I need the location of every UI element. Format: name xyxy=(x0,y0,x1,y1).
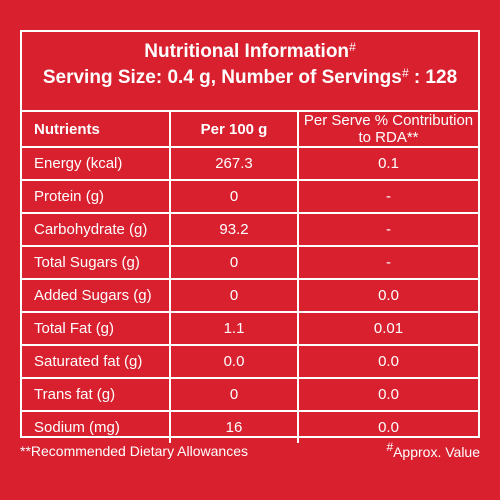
rda-value: 0.0 xyxy=(298,279,478,313)
table-row: Sodium (mg) 16 0.0 xyxy=(22,411,478,443)
nutrient-name: Carbohydrate (g) xyxy=(22,213,171,247)
column-header-rda: Per Serve % Contribution to RDA** xyxy=(298,112,478,148)
table-row: Protein (g) 0 - xyxy=(22,180,478,214)
table-row: Carbohydrate (g) 93.2 - xyxy=(22,213,478,247)
per-100g-value: 93.2 xyxy=(170,213,299,247)
column-header-per-100g: Per 100 g xyxy=(170,112,299,148)
per-100g-value: 0 xyxy=(170,246,299,280)
table-row: Total Fat (g) 1.1 0.01 xyxy=(22,312,478,346)
approx-footnote: #Approx. Value xyxy=(386,440,480,460)
per-100g-value: 16 xyxy=(170,411,299,443)
table-row: Added Sugars (g) 0 0.0 xyxy=(22,279,478,313)
rda-value: 0.0 xyxy=(298,378,478,412)
approx-mark: # xyxy=(386,440,394,454)
nutrient-name: Trans fat (g) xyxy=(22,378,171,412)
per-100g-value: 0 xyxy=(170,279,299,313)
serving-mark: # xyxy=(401,66,409,80)
nutrient-name: Total Fat (g) xyxy=(22,312,171,346)
nutrition-title: Nutritional Information# xyxy=(22,40,478,63)
rda-value: 0.0 xyxy=(378,419,399,436)
approx-text: Approx. Value xyxy=(393,444,480,460)
serving-suffix: : 128 xyxy=(408,67,458,88)
nutrition-table: Nutrients Per 100 g Per Serve % Contribu… xyxy=(22,112,478,443)
nutrient-name: Added Sugars (g) xyxy=(22,279,171,313)
per-100g-value: 267.3 xyxy=(170,147,299,181)
nutrient-name: Protein (g) xyxy=(22,180,171,214)
per-100g-value: 0.0 xyxy=(170,345,299,379)
per-100g-value: 0 xyxy=(170,180,299,214)
rda-value: 0.01 xyxy=(298,312,478,346)
nutrient-name: Saturated fat (g) xyxy=(22,345,171,379)
table-row: Energy (kcal) 267.3 0.1 xyxy=(22,147,478,181)
per-100g-value: 0 xyxy=(170,378,299,412)
rda-value: 0.0 xyxy=(298,345,478,379)
serving-info: Serving Size: 0.4 g, Number of Servings#… xyxy=(22,66,478,89)
nutrient-name: Sodium (mg) xyxy=(22,411,171,443)
table-row: Trans fat (g) 0 0.0 xyxy=(22,378,478,412)
rda-value: 0.1 xyxy=(298,147,478,181)
table-header-row: Nutrients Per 100 g Per Serve % Contribu… xyxy=(22,112,478,148)
per-100g-value: 1.1 xyxy=(170,312,299,346)
nutrition-header: Nutritional Information# Serving Size: 0… xyxy=(22,32,478,112)
rda-value: - xyxy=(298,213,478,247)
nutrient-name: Total Sugars (g) xyxy=(22,246,171,280)
rda-value: - xyxy=(298,246,478,280)
title-text: Nutritional Information xyxy=(144,41,350,62)
rda-footnote: **Recommended Dietary Allowances xyxy=(20,443,248,459)
serving-prefix: Serving Size: 0.4 g, Number of Servings xyxy=(42,67,402,88)
nutrition-panel: Nutritional Information# Serving Size: 0… xyxy=(20,30,480,443)
title-mark: # xyxy=(349,40,356,54)
table-row: Saturated fat (g) 0.0 0.0 xyxy=(22,345,478,379)
column-header-nutrients: Nutrients xyxy=(22,112,171,148)
nutrient-name: Energy (kcal) xyxy=(22,147,171,181)
rda-value: - xyxy=(298,180,478,214)
table-row: Total Sugars (g) 0 - xyxy=(22,246,478,280)
